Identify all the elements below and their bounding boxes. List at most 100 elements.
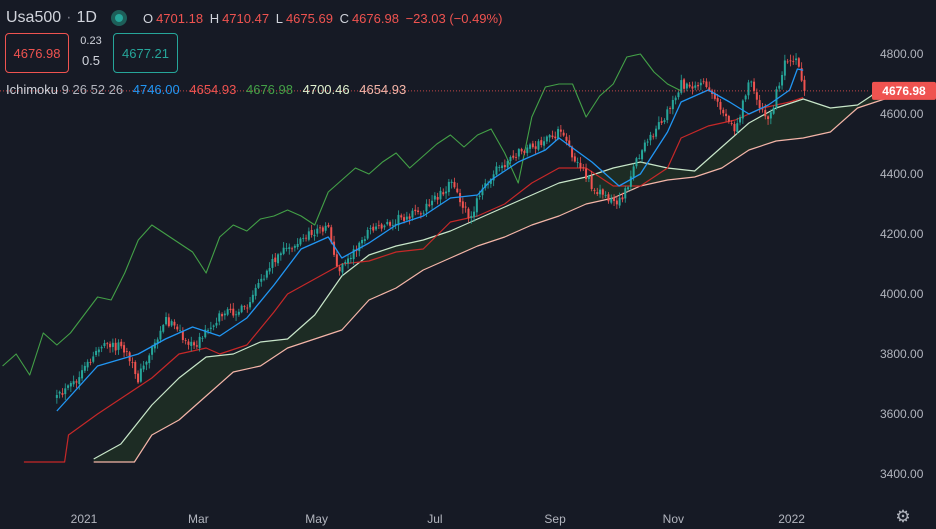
candle-body	[134, 361, 137, 375]
candle-body	[400, 215, 403, 218]
candle-body	[249, 302, 252, 308]
candle-body	[204, 329, 207, 338]
spread-value: 0.23	[80, 35, 102, 47]
candle-body	[305, 237, 308, 239]
candle-body	[335, 254, 338, 267]
candle-body	[590, 175, 593, 189]
candle-body	[369, 227, 372, 229]
candle-body	[221, 314, 224, 317]
candle-body	[747, 82, 750, 96]
candle-body	[579, 162, 582, 169]
sell-button[interactable]: 4676.98	[5, 33, 69, 73]
candle-body	[632, 166, 635, 178]
change-value: −23.03 (−0.49%)	[405, 10, 503, 26]
candle-body	[179, 330, 182, 332]
candle-body	[618, 197, 621, 206]
candle-body	[803, 79, 806, 91]
candle-body	[736, 123, 739, 132]
candle-body	[624, 188, 627, 199]
candle-body	[414, 209, 417, 212]
candle-body	[114, 342, 117, 351]
candle-body	[515, 156, 518, 158]
candle-body	[86, 361, 89, 368]
candle-body	[279, 253, 282, 256]
tenkan-value: 4746.00	[132, 82, 180, 97]
candle-body	[543, 141, 546, 146]
candle-body	[64, 388, 67, 395]
candle-body	[475, 198, 478, 213]
candle-body	[585, 168, 588, 180]
candle-body	[450, 181, 453, 183]
y-tick-label: 4800.00	[880, 47, 924, 61]
span-b-value: 4654.93	[359, 82, 407, 97]
candle-body	[417, 210, 420, 212]
candle-body	[165, 316, 168, 325]
gear-icon[interactable]: ⚙	[895, 507, 911, 526]
span-a-value: 4700.46	[302, 82, 350, 97]
candle-body	[321, 227, 324, 232]
timeframe-label[interactable]: 1D	[76, 9, 97, 26]
candle-body	[97, 349, 100, 353]
candle-body	[719, 101, 722, 110]
candle-body	[775, 89, 778, 108]
candle-body	[613, 197, 616, 202]
candle-body	[254, 287, 257, 296]
candle-body	[800, 68, 803, 81]
buy-button[interactable]: 4677.21	[113, 33, 178, 73]
candle-body	[593, 190, 596, 192]
y-tick-label: 3600.00	[880, 407, 924, 421]
candle-body	[599, 189, 602, 195]
candle-body	[649, 134, 652, 141]
candle-body	[344, 261, 347, 264]
candle-body	[142, 365, 145, 370]
candle-body	[274, 257, 277, 263]
candle-body	[145, 361, 148, 365]
separator: ·	[66, 9, 72, 26]
candle-body	[282, 247, 285, 254]
candle-body	[761, 108, 764, 110]
y-tick-label: 4200.00	[880, 227, 924, 241]
candle-body	[652, 136, 655, 138]
candle-body	[778, 85, 781, 89]
chart-header: Usa500 · 1D O 4701.18 H 4710.47 L 4675.69 C…	[6, 8, 505, 28]
candle-body	[243, 306, 246, 308]
candle-body	[223, 313, 226, 316]
candle-body	[464, 206, 467, 208]
candle-body	[218, 313, 221, 322]
candle-body	[498, 167, 501, 168]
candle-body	[545, 136, 548, 142]
candle-body	[67, 385, 70, 388]
candle-body	[767, 116, 770, 120]
candle-body	[783, 60, 786, 76]
candle-body	[366, 229, 369, 239]
candle-body	[181, 331, 184, 340]
indicator-legend[interactable]: Ichimoku 9 26 52 26 4746.00 4654.93 4676…	[6, 82, 412, 97]
symbol-label[interactable]: Usa500	[6, 9, 62, 26]
candle-body	[571, 146, 574, 158]
candle-body	[425, 203, 428, 212]
candle-body	[372, 226, 375, 231]
candle-body	[789, 60, 792, 62]
candle-body	[58, 391, 61, 394]
candle-body	[666, 109, 669, 121]
candle-body	[792, 61, 795, 62]
candle-body	[120, 341, 123, 347]
candle-body	[391, 225, 394, 226]
candle-body	[781, 74, 784, 86]
kijun-value: 4654.93	[189, 82, 237, 97]
indicator-name[interactable]: Ichimoku	[6, 82, 59, 97]
candle-body	[347, 258, 350, 264]
candle-body	[750, 81, 753, 83]
candle-body	[389, 222, 392, 226]
lot-value: 0.5	[81, 53, 101, 68]
candle-body	[173, 321, 176, 326]
candle-body	[445, 191, 448, 194]
candle-body	[212, 325, 215, 327]
candle-body	[193, 342, 196, 346]
candle-body	[313, 234, 316, 237]
candle-body	[89, 362, 92, 363]
candle-body	[316, 228, 319, 234]
candle-body	[786, 61, 789, 63]
conversion-line	[56, 68, 804, 412]
